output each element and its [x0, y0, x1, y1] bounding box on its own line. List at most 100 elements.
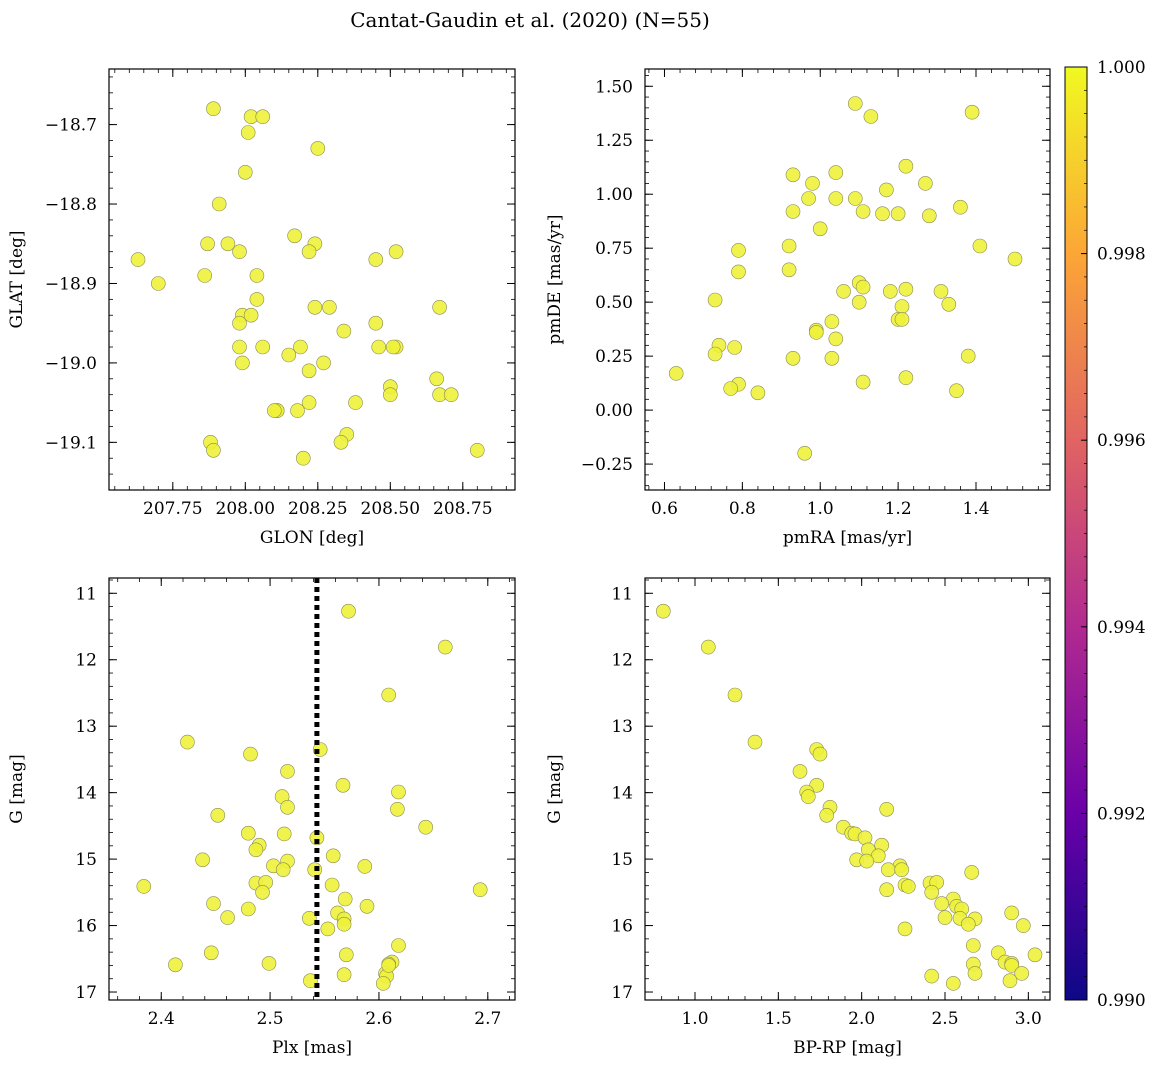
colorbar-tick-label: 1.000	[1097, 58, 1146, 78]
data-point	[785, 350, 801, 366]
data-point	[894, 312, 910, 327]
y-tick-label: 0.75	[595, 239, 633, 259]
data-point	[960, 916, 976, 932]
data-point	[924, 884, 940, 900]
data-point	[307, 299, 323, 315]
data-point	[918, 176, 933, 191]
axes-frame	[108, 68, 516, 491]
data-point	[781, 262, 797, 278]
data-point	[197, 268, 212, 283]
data-point	[232, 339, 247, 355]
data-point	[180, 734, 195, 750]
data-point	[381, 687, 397, 703]
y-tick-label: −19.1	[45, 433, 97, 453]
data-point	[836, 284, 851, 299]
y-tick-label: 12	[75, 651, 97, 671]
data-point	[432, 299, 447, 315]
data-point	[388, 244, 404, 259]
data-point	[785, 167, 801, 183]
data-point	[206, 442, 221, 458]
data-point	[859, 853, 875, 869]
data-point	[275, 862, 291, 878]
data-point	[855, 204, 871, 219]
data-point	[418, 819, 434, 835]
data-point	[847, 96, 863, 111]
y-axis-label: G [mag]	[545, 754, 565, 823]
data-point	[357, 859, 373, 874]
axes-frame	[108, 577, 516, 1001]
data-point	[1004, 905, 1020, 921]
data-point	[293, 339, 308, 355]
x-axis-label: Plx [mas]	[272, 1038, 352, 1058]
data-point	[898, 370, 914, 386]
data-point	[898, 158, 914, 174]
data-point	[368, 252, 384, 267]
y-tick-label: −18.8	[45, 195, 97, 215]
y-tick-label: 15	[75, 850, 97, 870]
y-tick-label: 17	[75, 983, 97, 1003]
data-point	[882, 284, 898, 299]
y-axis-label: pmDE [mas/yr]	[545, 214, 565, 344]
y-tick-label: 12	[611, 651, 633, 671]
data-point	[875, 206, 890, 221]
data-point	[301, 244, 317, 259]
data-point	[243, 307, 259, 323]
y-tick-label: 17	[611, 983, 633, 1003]
x-tick-label: 0.8	[729, 499, 756, 519]
data-point	[336, 916, 352, 932]
data-point	[797, 445, 813, 461]
y-tick-label: −18.9	[45, 274, 97, 294]
y-tick-label: 0.50	[595, 293, 633, 313]
data-point	[894, 862, 910, 878]
x-tick-label: 1.4	[962, 499, 989, 519]
data-point	[336, 323, 352, 339]
data-point	[824, 350, 840, 366]
data-point	[238, 165, 253, 180]
data-point	[249, 292, 265, 307]
y-tick-label: 13	[611, 717, 633, 737]
data-point	[249, 268, 265, 283]
data-point	[206, 101, 221, 116]
data-point	[310, 141, 326, 156]
data-point	[130, 252, 146, 267]
data-point	[880, 862, 896, 878]
data-point	[727, 340, 742, 355]
data-point	[723, 381, 739, 396]
data-point	[248, 842, 264, 858]
data-point	[879, 182, 894, 198]
data-point	[967, 966, 983, 981]
data-point	[805, 176, 820, 191]
data-point	[301, 395, 317, 410]
data-point	[921, 208, 937, 224]
scatter-glon-glat: 207.75 208.00 208.25 208.50 208.75 −18.7 −18.8…	[7, 68, 516, 548]
data-point	[261, 956, 277, 971]
data-point	[390, 801, 405, 817]
y-tick-label: 14	[611, 784, 633, 804]
x-axis-label: GLON [deg]	[260, 528, 364, 548]
data-point	[1027, 947, 1043, 963]
data-point	[266, 403, 282, 418]
data-point	[819, 807, 835, 823]
x-tick-label: 208.50	[361, 499, 420, 519]
data-point	[195, 852, 210, 868]
data-point	[336, 967, 352, 983]
data-point	[964, 865, 980, 880]
data-point	[1002, 973, 1018, 989]
y-tick-label: 1.00	[595, 185, 633, 205]
data-point	[341, 603, 356, 619]
y-tick-label: 14	[75, 784, 97, 804]
data-point	[894, 299, 910, 314]
colorbar-tick-label: 0.994	[1097, 618, 1146, 638]
data-point	[847, 191, 863, 206]
x-tick-label: 2.4	[148, 1009, 175, 1029]
data-point	[235, 355, 250, 371]
data-point	[391, 784, 406, 800]
data-point	[316, 355, 331, 371]
data-point	[934, 896, 950, 911]
data-point	[322, 299, 337, 315]
data-point	[668, 366, 684, 381]
data-point	[206, 896, 221, 911]
data-point	[731, 243, 746, 258]
data-point	[382, 387, 398, 403]
x-tick-label: 2.6	[365, 1009, 392, 1029]
